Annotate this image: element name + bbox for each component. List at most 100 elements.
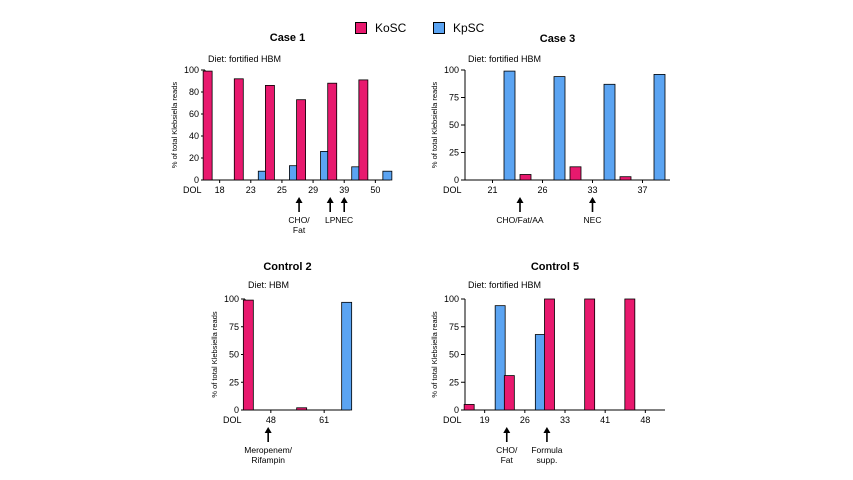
annotation-label: NEC bbox=[584, 215, 602, 225]
annotation-arrow-head bbox=[264, 427, 272, 433]
annotation-arrow-head bbox=[589, 197, 596, 203]
y-tick-label: 100 bbox=[224, 294, 239, 304]
bar-kpsc-dol-19 bbox=[494, 305, 506, 411]
bar-kosc-dol-50 bbox=[358, 79, 369, 181]
bar-kosc-dol-61 bbox=[296, 407, 308, 411]
y-tick-label: 40 bbox=[189, 131, 199, 141]
annotation-label: CHO/Fat/AA bbox=[496, 215, 544, 225]
x-tick-label: 23 bbox=[246, 185, 256, 195]
bar-kpsc-dol-26 bbox=[534, 334, 546, 411]
y-tick-label: 50 bbox=[449, 120, 459, 130]
bar-kpsc-dol-61 bbox=[341, 301, 353, 411]
bar-kosc-dol-19 bbox=[463, 404, 475, 411]
y-tick-label: 0 bbox=[194, 175, 199, 185]
x-axis-label: DOL bbox=[183, 185, 202, 195]
annotation-label: Meropenem/ bbox=[244, 445, 292, 455]
x-tick-label: 21 bbox=[487, 185, 497, 195]
annotation-label: CHO/ bbox=[288, 215, 310, 225]
x-axis-label: DOL bbox=[443, 415, 462, 425]
bar-kosc-dol-26 bbox=[503, 375, 515, 411]
x-tick-label: 41 bbox=[600, 415, 610, 425]
y-tick-label: 20 bbox=[189, 153, 199, 163]
annotation-label: Fat bbox=[293, 225, 306, 235]
bar-kosc-dol-33 bbox=[569, 166, 582, 181]
bar-kosc-dol-48 bbox=[624, 298, 636, 411]
bar-kpsc-dol-26 bbox=[553, 76, 566, 181]
y-axis-label: % of total Klebsiella reads bbox=[170, 82, 179, 169]
bar-kpsc-dol-33 bbox=[603, 83, 616, 181]
annotation-label: CHO/ bbox=[496, 445, 518, 455]
x-tick-label: 29 bbox=[308, 185, 318, 195]
y-tick-label: 0 bbox=[234, 405, 239, 415]
chart-subtitle: Diet: HBM bbox=[248, 280, 289, 290]
bar-kpsc-dol-37 bbox=[653, 74, 666, 181]
chart-subtitle: Diet: fortified HBM bbox=[208, 54, 281, 64]
bar-kosc-dol-48 bbox=[242, 299, 254, 411]
x-tick-label: 26 bbox=[520, 415, 530, 425]
x-tick-label: 26 bbox=[537, 185, 547, 195]
legend-label-kpsc: KpSC bbox=[453, 21, 485, 35]
bar-kosc-dol-25 bbox=[265, 85, 275, 181]
x-tick-label: 18 bbox=[215, 185, 225, 195]
bar-kosc-dol-29 bbox=[296, 99, 306, 181]
y-tick-label: 80 bbox=[189, 87, 199, 97]
y-tick-label: 0 bbox=[454, 175, 459, 185]
bar-kosc-dol-26 bbox=[519, 174, 532, 181]
x-tick-label: 39 bbox=[339, 185, 349, 195]
annotation-arrow-head bbox=[543, 427, 551, 433]
chart-title: Case 3 bbox=[540, 33, 575, 45]
chart-title: Control 2 bbox=[263, 261, 311, 273]
legend-swatch-kosc bbox=[355, 22, 367, 34]
annotation-label: NEC bbox=[335, 215, 353, 225]
chart-case-3: Case 3 Diet: fortified HBM % of total Kleb… bbox=[430, 33, 670, 225]
y-tick-label: 50 bbox=[229, 350, 239, 360]
y-axis-label: % of total Klebsiella reads bbox=[430, 82, 439, 169]
chart-control-5: Control 5 Diet: fortified HBM % of total K… bbox=[430, 261, 665, 465]
annotation-label: Formula bbox=[531, 445, 562, 455]
y-tick-label: 75 bbox=[449, 93, 459, 103]
y-tick-label: 100 bbox=[444, 65, 459, 75]
chart-subtitle: Diet: fortified HBM bbox=[468, 280, 541, 290]
x-tick-label: 50 bbox=[370, 185, 380, 195]
y-tick-label: 0 bbox=[454, 405, 459, 415]
y-tick-label: 75 bbox=[229, 322, 239, 332]
annotation-arrow-head bbox=[516, 197, 524, 203]
x-tick-label: 19 bbox=[480, 415, 490, 425]
y-tick-label: 75 bbox=[449, 322, 459, 332]
chart-control-2: Control 2 Diet: HBM % of total Klebsiella … bbox=[210, 261, 353, 465]
y-tick-label: 25 bbox=[449, 148, 459, 158]
y-tick-label: 60 bbox=[189, 109, 199, 119]
x-tick-label: 48 bbox=[640, 415, 650, 425]
y-tick-label: 25 bbox=[229, 377, 239, 387]
x-tick-label: 61 bbox=[319, 415, 329, 425]
x-tick-label: 37 bbox=[637, 185, 647, 195]
x-tick-label: 33 bbox=[587, 185, 597, 195]
bar-kpsc-dol-50 bbox=[382, 170, 393, 181]
x-axis-label: DOL bbox=[223, 415, 242, 425]
annotation-arrow-head bbox=[340, 197, 348, 203]
x-tick-label: 25 bbox=[277, 185, 287, 195]
x-tick-label: 48 bbox=[266, 415, 276, 425]
annotation-label: LP bbox=[325, 215, 336, 225]
y-tick-label: 100 bbox=[184, 65, 199, 75]
annotation-label: Fat bbox=[501, 455, 514, 465]
annotation-arrow-head bbox=[295, 197, 303, 203]
chart-subtitle: Diet: fortified HBM bbox=[468, 54, 541, 64]
chart-title: Case 1 bbox=[270, 32, 305, 44]
legend-swatch-kpsc bbox=[433, 22, 445, 34]
bar-kosc-dol-23 bbox=[233, 78, 244, 181]
annotation-label: Rifampin bbox=[251, 455, 285, 465]
y-tick-label: 25 bbox=[449, 377, 459, 387]
bar-kosc-dol-18 bbox=[202, 70, 213, 181]
bar-kpsc-dol-21 bbox=[503, 70, 516, 181]
annotation-arrow-head bbox=[326, 197, 334, 203]
y-tick-label: 50 bbox=[449, 350, 459, 360]
chart-case-1: Case 1 Diet: fortified HBM % of total Kleb… bbox=[170, 32, 393, 235]
bar-kosc-dol-33 bbox=[544, 298, 555, 411]
bar-kosc-dol-37 bbox=[619, 176, 632, 181]
y-axis-label: % of total Klebsiella reads bbox=[430, 311, 439, 398]
legend-label-kosc: KoSC bbox=[375, 21, 407, 35]
y-axis-label: % of total Klebsiella reads bbox=[210, 311, 219, 398]
y-tick-label: 100 bbox=[444, 294, 459, 304]
annotation-arrow-head bbox=[503, 427, 511, 433]
